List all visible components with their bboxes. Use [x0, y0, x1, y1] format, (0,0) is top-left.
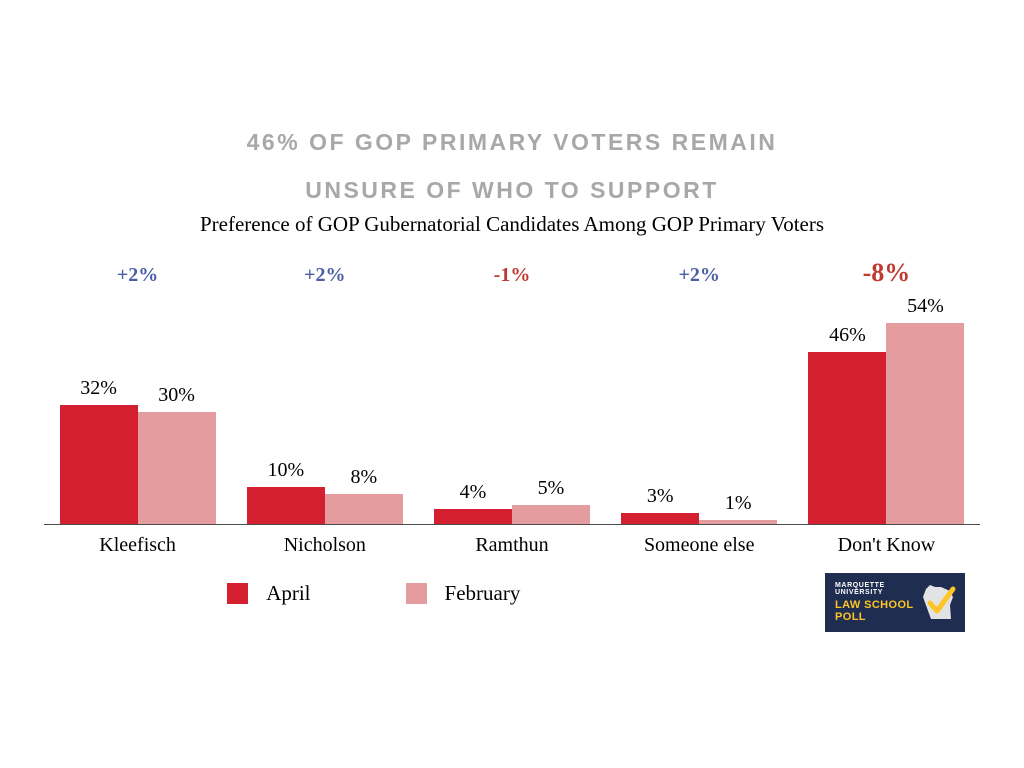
- bar-chart: +2% +2% -1% +2% -8% 32% 30% 10% 8% 4% 5% 3% 1% 46% 54…: [44, 258, 980, 557]
- value-label: 5%: [537, 477, 565, 499]
- mulaw-poll-logo: MARQUETTE UNIVERSITY LAW SCHOOL POLL: [825, 573, 965, 632]
- bar-wrap: 5%: [512, 477, 590, 524]
- bar-february: [886, 323, 965, 524]
- change-label: -8%: [862, 258, 911, 287]
- value-label: 10%: [267, 459, 305, 481]
- categories-row: Kleefisch Nicholson Ramthun Someone else Don…: [44, 534, 980, 557]
- legend-item: February: [405, 581, 521, 606]
- category-label: Someone else: [643, 534, 755, 556]
- bar-wrap: 30%: [137, 384, 216, 524]
- bar-april: [621, 513, 700, 524]
- plot-groups: 32% 30% 10% 8% 4% 5% 3% 1% 46% 54%: [44, 294, 980, 524]
- page-title-line2: UNSURE OF WHO TO SUPPORT: [305, 177, 719, 203]
- bar-february: [137, 412, 216, 524]
- x-axis-line: [44, 524, 980, 525]
- bar-february: [324, 494, 403, 524]
- bar-april: [808, 352, 887, 524]
- legend-label: April: [266, 581, 311, 605]
- logo-poll-name: LAW SCHOOL POLL: [835, 599, 914, 623]
- category-label: Nicholson: [283, 534, 366, 556]
- change-label: +2%: [678, 264, 720, 286]
- bar-wrap: 3%: [621, 485, 700, 524]
- value-label: 4%: [459, 481, 487, 503]
- bar-group: 4% 5%: [418, 477, 605, 524]
- chart-subtitle: Preference of GOP Gubernatorial Candidat…: [199, 212, 825, 236]
- logo-university-name: MARQUETTE UNIVERSITY: [835, 582, 885, 596]
- bar-wrap: 4%: [434, 481, 512, 524]
- wisconsin-icon: [923, 584, 956, 619]
- page-title: 46% OF GOP PRIMARY VOTERS REMAIN UNSURE …: [0, 118, 1024, 214]
- logo-text: MARQUETTE UNIVERSITY LAW SCHOOL POLL: [835, 582, 917, 623]
- legend-swatch: [405, 583, 427, 604]
- bar-wrap: 46%: [808, 324, 887, 524]
- legend-swatch: [227, 583, 249, 604]
- value-label: 54%: [907, 295, 944, 317]
- value-label: 8%: [350, 466, 378, 488]
- legend: April February: [0, 581, 748, 606]
- category-label: Don't Know: [837, 534, 936, 556]
- change-label: +2%: [304, 264, 346, 286]
- bar-wrap: 54%: [886, 295, 965, 524]
- bar-wrap: 32%: [59, 377, 138, 524]
- bar-february: [699, 520, 778, 524]
- change-label: -1%: [493, 264, 531, 286]
- legend-label: February: [444, 581, 521, 605]
- bar-april: [434, 509, 512, 524]
- bar-wrap: 8%: [324, 466, 403, 524]
- category-label: Kleefisch: [99, 534, 176, 556]
- bar-april: [246, 487, 325, 524]
- value-label: 46%: [829, 324, 866, 346]
- bar-april: [59, 405, 138, 524]
- bar-group: 32% 30%: [44, 377, 231, 524]
- bar-wrap: 1%: [699, 492, 778, 524]
- bar-group: 46% 54%: [793, 295, 980, 524]
- bar-february: [512, 505, 590, 524]
- bar-group: 10% 8%: [231, 459, 418, 524]
- changes-row: +2% +2% -1% +2% -8%: [44, 258, 980, 294]
- bar-wrap: 10%: [246, 459, 325, 524]
- category-label: Ramthun: [475, 534, 549, 556]
- bar-group: 3% 1%: [606, 485, 793, 524]
- value-label: 3%: [646, 485, 674, 507]
- page-title-line1: 46% OF GOP PRIMARY VOTERS REMAIN: [246, 129, 778, 155]
- legend-item: April: [227, 581, 311, 606]
- value-label: 32%: [80, 377, 117, 399]
- value-label: 30%: [158, 384, 195, 406]
- value-label: 1%: [724, 492, 752, 514]
- change-label: +2%: [116, 264, 159, 286]
